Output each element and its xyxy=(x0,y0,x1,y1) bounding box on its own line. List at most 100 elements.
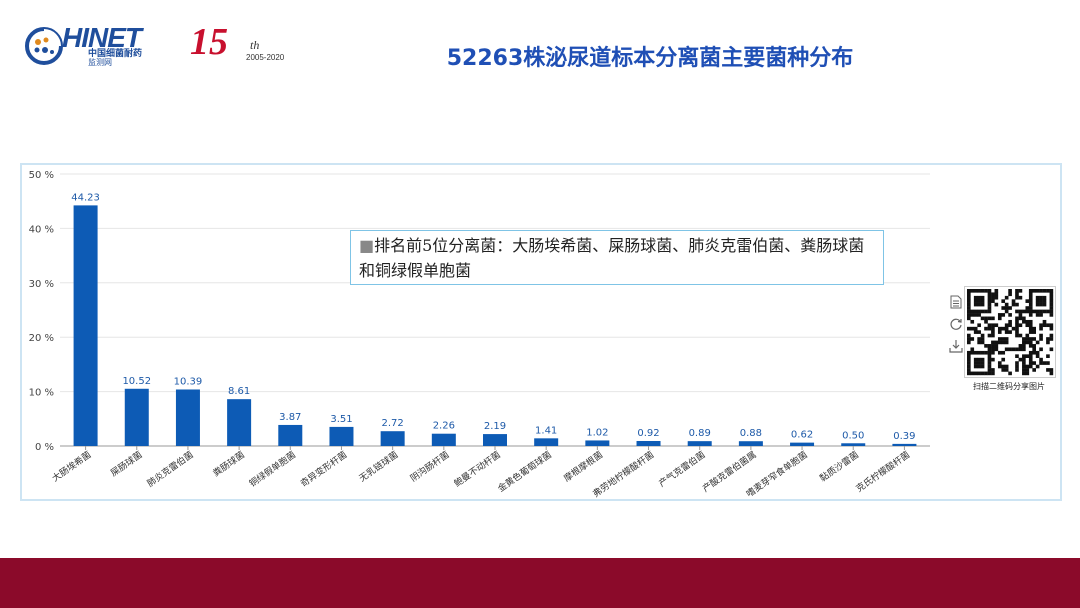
qr-module xyxy=(967,361,971,365)
bar-value-label: 10.39 xyxy=(174,376,203,387)
qr-module xyxy=(1004,295,1009,300)
qr-module xyxy=(977,337,981,341)
bar xyxy=(534,438,559,446)
qr-module xyxy=(1022,309,1026,314)
qr-module xyxy=(973,371,978,376)
anniversary-number: 15 xyxy=(190,21,228,63)
y-tick-label: 40 % xyxy=(29,224,54,235)
qr-module xyxy=(1039,337,1043,341)
qr-module xyxy=(1001,306,1006,310)
qr-module xyxy=(1004,309,1009,314)
qr-module xyxy=(1008,330,1012,334)
qr-module xyxy=(984,371,988,376)
qr-module xyxy=(1001,350,1006,355)
qr-module xyxy=(987,354,992,358)
note-text: 排名前5位分离菌：大肠埃希菌、屎肠球菌、肺炎克雷伯菌、粪肠球菌和铜绿假单胞菌 xyxy=(359,236,865,280)
qr-module xyxy=(1022,357,1026,362)
qr-module xyxy=(1028,330,1033,334)
qr-module xyxy=(1022,337,1026,341)
qr-module xyxy=(1046,323,1050,328)
qr-module xyxy=(994,289,999,293)
bar xyxy=(278,424,303,446)
qr-module xyxy=(1001,364,1006,369)
qr-module xyxy=(1018,333,1023,338)
bar xyxy=(227,399,252,446)
qr-module xyxy=(1028,289,1033,293)
qr-module xyxy=(967,337,971,341)
qr-module xyxy=(1039,313,1043,317)
qr-module xyxy=(987,323,992,328)
qr-module xyxy=(1022,368,1026,372)
bar-value-label: 0.50 xyxy=(842,430,864,441)
qr-module xyxy=(987,295,992,300)
qr-module xyxy=(1039,295,1043,300)
qr-module xyxy=(980,361,985,365)
qr-module xyxy=(1008,289,1012,293)
qr-module xyxy=(1049,323,1054,328)
qr-module xyxy=(1035,299,1040,303)
qr-module xyxy=(973,350,978,355)
qr-module xyxy=(1015,330,1019,334)
bar-value-label: 1.02 xyxy=(586,427,608,438)
qr-module xyxy=(1022,344,1026,348)
qr-module xyxy=(1018,347,1023,352)
qr-module xyxy=(1028,319,1033,324)
qr-module xyxy=(1049,371,1054,376)
refresh-icon[interactable] xyxy=(947,315,965,333)
qr-module xyxy=(1049,309,1054,314)
qr-module xyxy=(994,295,999,300)
qr-module xyxy=(1039,347,1043,352)
qr-module xyxy=(1015,309,1019,314)
y-tick-label: 30 % xyxy=(29,279,54,290)
qr-module xyxy=(991,340,995,345)
qr-module xyxy=(1039,309,1043,314)
qr-module xyxy=(1015,316,1019,321)
download-icon[interactable] xyxy=(947,337,965,355)
qr-module xyxy=(980,316,985,321)
qr-module xyxy=(1015,368,1019,372)
qr-module xyxy=(1004,330,1009,334)
qr-module xyxy=(1049,326,1054,331)
qr-module xyxy=(973,309,978,314)
qr-code[interactable] xyxy=(964,286,1056,378)
qr-module xyxy=(1039,361,1043,365)
qr-module xyxy=(1049,299,1054,303)
qr-module xyxy=(994,302,999,307)
qr-module xyxy=(1035,295,1040,300)
qr-module xyxy=(1042,302,1047,307)
qr-module xyxy=(970,319,975,324)
globe-icon xyxy=(25,27,63,65)
bar xyxy=(738,441,763,446)
anniversary-logo: 15 th 2005-2020 xyxy=(190,20,300,70)
qr-module xyxy=(987,306,992,310)
qr-module xyxy=(987,364,992,369)
qr-module xyxy=(987,361,992,365)
qr-module xyxy=(1015,295,1019,300)
qr-module xyxy=(1008,371,1012,376)
x-tick-label: 金黄色葡萄球菌 xyxy=(495,449,554,495)
qr-module xyxy=(1032,368,1036,372)
qr-module xyxy=(1025,323,1030,328)
qr-module xyxy=(977,299,981,303)
qr-module xyxy=(980,333,985,338)
qr-module xyxy=(1049,306,1054,310)
qr-module xyxy=(977,289,981,293)
qr-module xyxy=(987,316,992,321)
qr-module xyxy=(967,306,971,310)
qr-module xyxy=(997,364,1002,369)
qr-module xyxy=(1015,302,1019,307)
qr-module xyxy=(980,337,985,341)
qr-module xyxy=(973,330,978,334)
qr-module xyxy=(1032,361,1036,365)
qr-module xyxy=(991,333,995,338)
qr-module xyxy=(967,371,971,376)
qr-module xyxy=(1032,326,1036,331)
qr-module xyxy=(1035,354,1040,358)
bar xyxy=(431,433,456,446)
qr-module xyxy=(1039,302,1043,307)
document-icon[interactable] xyxy=(947,293,965,311)
qr-module xyxy=(980,350,985,355)
qr-module xyxy=(980,289,985,293)
qr-module xyxy=(1025,309,1030,314)
qr-module xyxy=(1042,319,1047,324)
